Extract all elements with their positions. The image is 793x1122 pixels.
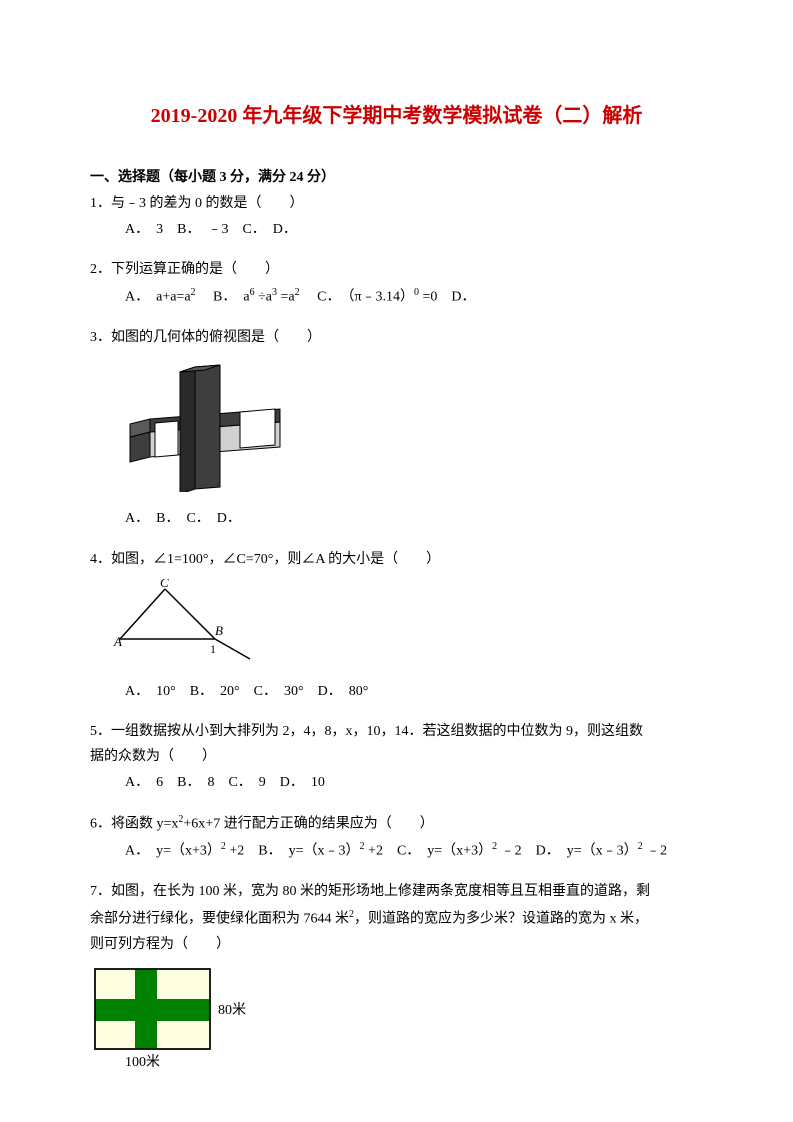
q2-opt-b: B． a — [199, 289, 250, 304]
q4-text: 4．如图，∠1=100°，∠C=70°，则∠A 的大小是（ ） — [90, 549, 703, 571]
q3-text: 3．如图的几何体的俯视图是（ ） — [90, 327, 703, 349]
geometry-3d-icon — [110, 357, 300, 492]
q6-a1: A． y=（x+3） — [125, 844, 221, 859]
q7-figure: 80米 100米 — [90, 964, 703, 1082]
field-diagram: 80米 100米 — [90, 964, 270, 1074]
question-6: 6．将函数 y=x2+6x+7 进行配方正确的结果应为（ ） A． y=（x+3… — [90, 812, 703, 863]
sup-6: 6 — [250, 287, 255, 298]
section-header: 一、选择题（每小题 3 分，满分 24 分） — [90, 167, 703, 189]
q5-text-2: 据的众数为（ ） — [90, 746, 703, 768]
question-5: 5．一组数据按从小到大排列为 2，4，8，x，10，14．若这组数据的中位数为 … — [90, 721, 703, 794]
q7-text-2: 余部分进行绿化，要使绿化面积为 7644 米2，则道路的宽应为多少米？设道路的宽… — [90, 907, 703, 931]
q7-text-1: 7．如图，在长为 100 米，宽为 80 米的矩形场地上修建两条宽度相等且互相垂… — [90, 881, 703, 903]
q6-options: A． y=（x+3）2 +2 B． y=（x﹣3）2 +2 C． y=（x+3）… — [90, 839, 703, 863]
triangle-diagram: A C B 1 — [110, 579, 270, 664]
q6-text-post: +6x+7 进行配方正确的结果应为（ ） — [183, 817, 433, 832]
sup-0: 0 — [414, 287, 419, 298]
label-80m: 80米 — [218, 1002, 246, 1018]
q6-text: 6．将函数 y=x2+6x+7 进行配方正确的结果应为（ ） — [90, 812, 703, 836]
q4-options: A． 10° B． 20° C． 30° D． 80° — [90, 681, 703, 703]
sup-q6b: 2 — [360, 841, 365, 852]
sup-3: 3 — [272, 287, 277, 298]
q2-opt-b-end: =a — [281, 289, 295, 304]
label-c: C — [160, 579, 169, 590]
q1-text: 1．与﹣3 的差为 0 的数是（ ） — [90, 193, 703, 215]
label-1: 1 — [210, 642, 216, 656]
q2-text: 2．下列运算正确的是（ ） — [90, 259, 703, 281]
question-2: 2．下列运算正确的是（ ） A． a+a=a2 B． a6 ÷a3 =a2 C．… — [90, 259, 703, 308]
q6-a5: ﹣2 — [646, 844, 667, 859]
question-4: 4．如图，∠1=100°，∠C=70°，则∠A 的大小是（ ） A C B 1 … — [90, 549, 703, 703]
q1-options: A． 3 B． ﹣3 C． D． — [90, 219, 703, 241]
q4-figure: A C B 1 — [110, 579, 703, 672]
q7-t2-pre: 余部分进行绿化，要使绿化面积为 7644 米 — [90, 911, 349, 926]
label-a: A — [113, 634, 122, 649]
q6-a4: ﹣2 D． y=（x﹣3） — [501, 844, 638, 859]
question-1: 1．与﹣3 的差为 0 的数是（ ） A． 3 B． ﹣3 C． D． — [90, 193, 703, 241]
q2-options: A． a+a=a2 B． a6 ÷a3 =a2 C． （π﹣3.14）0 =0 … — [90, 285, 703, 309]
sup-q6d: 2 — [638, 841, 643, 852]
label-100m: 100米 — [125, 1054, 160, 1070]
label-b: B — [215, 623, 223, 638]
q5-text-1: 5．一组数据按从小到大排列为 2，4，8，x，10，14．若这组数据的中位数为 … — [90, 721, 703, 743]
q2-opt-b-mid: ÷a — [258, 289, 272, 304]
q7-t2-post: ，则道路的宽应为多少米？设道路的宽为 x 米， — [354, 911, 648, 926]
q5-options: A． 6 B． 8 C． 9 D． 10 — [90, 772, 703, 794]
q2-opt-c: C． （π﹣3.14） — [303, 289, 414, 304]
q7-text-3: 则可列方程为（ ） — [90, 934, 703, 956]
sup-2: 2 — [191, 287, 196, 298]
q2-opt-a: A． a+a=a — [125, 289, 191, 304]
question-3: 3．如图的几何体的俯视图是（ ） A． B． C． D． — [90, 327, 703, 531]
q6-a2: +2 B． y=（x﹣3） — [229, 844, 359, 859]
sup-q6a: 2 — [221, 841, 226, 852]
sup-2b: 2 — [295, 287, 300, 298]
q6-a3: +2 C． y=（x+3） — [368, 844, 492, 859]
q3-figure — [110, 357, 703, 500]
sup-q6c: 2 — [492, 841, 497, 852]
q3-options: A． B． C． D． — [90, 508, 703, 530]
q6-text-pre: 6．将函数 y=x — [90, 817, 178, 832]
q2-opt-c-end: =0 D． — [423, 289, 476, 304]
question-7: 7．如图，在长为 100 米，宽为 80 米的矩形场地上修建两条宽度相等且互相垂… — [90, 881, 703, 1082]
page-title: 2019-2020 年九年级下学期中考数学模拟试卷（二）解析 — [90, 100, 703, 132]
